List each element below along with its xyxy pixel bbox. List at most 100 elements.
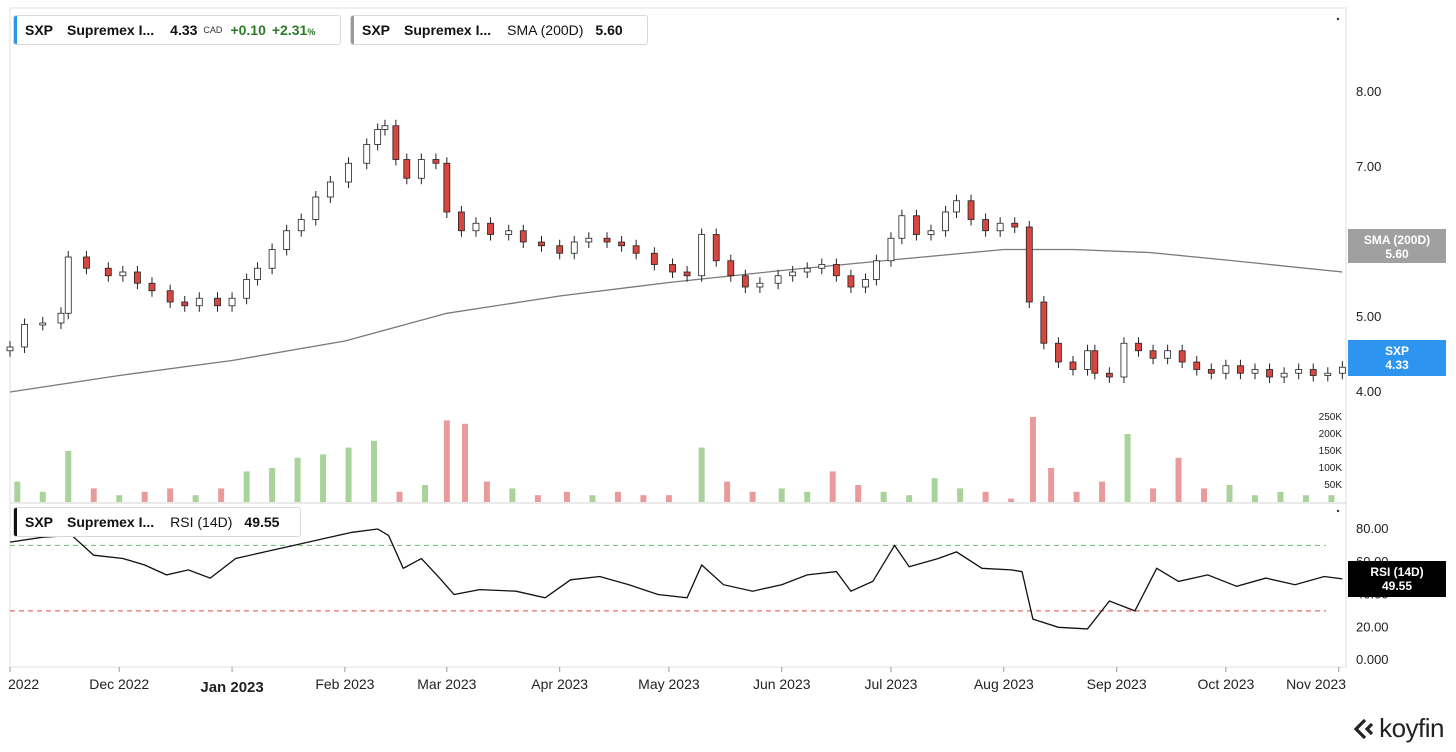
candle	[1295, 363, 1303, 380]
volume-bar	[483, 481, 490, 502]
candle	[148, 277, 156, 297]
legend-rsi[interactable]: SXP Supremex I... RSI (14D) 49.55	[13, 507, 301, 537]
candle-body	[283, 230, 291, 250]
candle-body	[21, 324, 28, 348]
candle-body	[417, 159, 425, 179]
candle	[818, 258, 826, 275]
candle-body	[1193, 361, 1201, 370]
candle	[774, 269, 782, 290]
rsi-tag-bg	[1348, 561, 1446, 597]
candle-body	[1207, 369, 1215, 374]
candle-body	[683, 271, 691, 277]
koyfin-logo: koyfin	[1353, 713, 1444, 744]
candle	[345, 157, 352, 188]
legend-price-value: 4.33	[170, 22, 198, 38]
axes-layer: 4.005.006.007.008.0050K100K150K200K250K0…	[8, 17, 1389, 696]
price-tick-label: 5.00	[1356, 309, 1381, 324]
price-tag-label: SXP	[1385, 344, 1409, 358]
legend-price-pct-value: +2.31	[271, 22, 308, 38]
candle-body	[669, 264, 676, 273]
rsi-tag-label: RSI (14D)	[1370, 565, 1423, 579]
candle	[942, 206, 949, 237]
candles-layer	[6, 119, 1346, 383]
rsi-tick-label: 0.000	[1356, 652, 1389, 667]
volume-layer	[14, 417, 1335, 502]
candle	[297, 213, 305, 237]
volume-bar	[1073, 491, 1080, 502]
candle-body	[254, 267, 261, 280]
candle	[1280, 367, 1288, 383]
candle	[913, 209, 920, 241]
rsi-layer	[9, 528, 1343, 630]
candle	[872, 254, 880, 286]
candle-body	[942, 211, 949, 232]
candle	[741, 269, 749, 293]
volume-bar	[589, 495, 596, 502]
candle	[803, 262, 811, 278]
candle-body	[1280, 372, 1288, 378]
candle-body	[214, 297, 221, 307]
candle-body	[1091, 350, 1099, 374]
x-tick-label: Feb 2023	[315, 676, 374, 692]
volume-bar	[614, 491, 621, 502]
candle	[789, 266, 797, 282]
volume-bar	[1328, 495, 1335, 502]
candle	[832, 258, 840, 282]
volume-bar	[1175, 457, 1182, 502]
candle	[538, 236, 545, 252]
sma-line	[9, 248, 1343, 393]
volume-bar	[563, 491, 570, 502]
candle	[403, 153, 411, 185]
volume-bar	[39, 491, 46, 502]
candle	[505, 224, 513, 241]
candle-body	[847, 275, 855, 288]
volume-bar	[665, 495, 672, 502]
volume-bar	[880, 491, 887, 502]
legend-sma[interactable]: SXP Supremex I... SMA (200D) 5.60	[350, 15, 648, 45]
candle-body	[297, 219, 305, 232]
x-tick-label: May 2023	[638, 676, 700, 692]
candle-body	[392, 125, 400, 160]
candle-body	[312, 196, 320, 220]
candle	[585, 232, 593, 248]
candle-body	[1324, 372, 1332, 376]
candle	[104, 262, 112, 282]
candle-body	[1237, 365, 1244, 374]
rsi-line	[9, 528, 1343, 630]
candle	[166, 284, 174, 308]
legend-rsi-indicator: RSI (14D)	[170, 514, 233, 530]
candle	[64, 251, 72, 320]
volume-bar	[443, 420, 450, 502]
candle-body	[712, 234, 720, 262]
legend-price-pct-sign: %	[307, 27, 316, 37]
candle	[1011, 217, 1019, 233]
volume-bar	[320, 454, 327, 502]
candle-body	[1222, 365, 1230, 374]
candle-body	[166, 290, 174, 303]
candle	[683, 266, 691, 282]
candle-body	[727, 260, 735, 277]
legend-sma-name: Supremex I...	[404, 22, 492, 38]
candle	[228, 292, 236, 312]
candle-body	[1120, 342, 1128, 378]
candle-body	[1309, 369, 1317, 376]
volume-bar	[1251, 495, 1258, 502]
volume-bar	[1124, 434, 1131, 502]
volume-bar	[778, 488, 785, 502]
candle	[967, 194, 975, 226]
rsi-tag: RSI (14D)49.55	[1348, 561, 1446, 597]
legend-price[interactable]: SXP Supremex I... 4.33 CAD +0.10 +2.31%	[13, 15, 341, 45]
candle	[443, 157, 451, 218]
candle	[632, 239, 640, 260]
candle	[1164, 344, 1172, 365]
candle	[898, 209, 906, 245]
candle-body	[472, 222, 480, 232]
candle	[374, 123, 382, 151]
volume-bar	[957, 488, 964, 502]
candle	[39, 317, 47, 331]
price-tick-label: 7.00	[1356, 159, 1381, 174]
candle-body	[268, 249, 276, 269]
candle	[927, 224, 935, 241]
volume-bar	[1226, 485, 1233, 502]
